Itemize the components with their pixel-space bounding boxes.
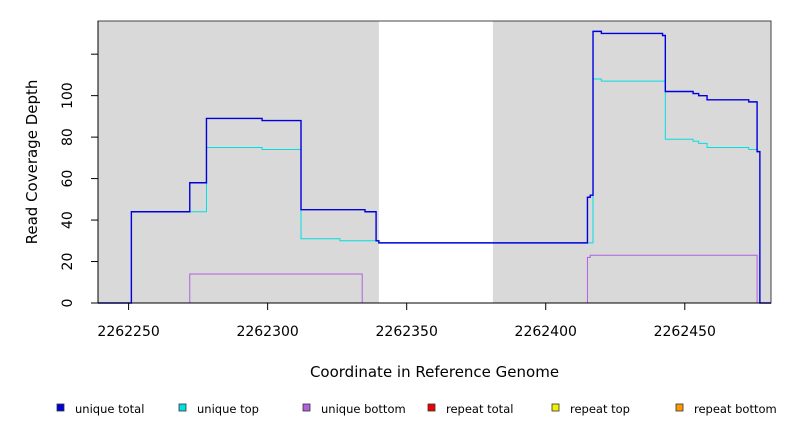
y-axis-title: Read Coverage Depth [23, 80, 41, 245]
y-tick-label: 60 [60, 170, 76, 188]
shaded-regions [98, 21, 771, 303]
series-unique-bottom [98, 254, 771, 304]
legend-label-unique-top: unique top [197, 402, 259, 416]
legend-label-repeat-total: repeat total [446, 402, 513, 416]
y-tick-label: 80 [60, 128, 76, 146]
shaded-region-1 [492, 21, 771, 303]
legend-label-unique-bottom: unique bottom [321, 402, 406, 416]
y-tick-label: 100 [60, 82, 76, 109]
y-tick-label: 20 [60, 253, 76, 271]
shaded-region-0 [98, 21, 379, 303]
legend-swatch-repeat-bottom [675, 403, 684, 412]
x-tick-label: 2262350 [376, 324, 438, 340]
x-tick-label: 2262300 [236, 324, 298, 340]
legend-swatch-repeat-top [551, 403, 560, 412]
legend-label-repeat-top: repeat top [570, 402, 630, 416]
legend: unique total unique top unique bottom repea… [56, 402, 777, 416]
legend-swatch-unique-total [56, 403, 65, 412]
legend-label-repeat-bottom: repeat bottom [694, 402, 777, 416]
y-tick-label: 0 [60, 299, 76, 308]
x-axis-title: Coordinate in Reference Genome [310, 363, 559, 381]
axes: 2262250 2262300 2262350 2262400 2262450 0 20 40… [60, 21, 771, 340]
legend-swatch-repeat-total [427, 403, 436, 412]
x-tick-label: 2262400 [515, 324, 577, 340]
legend-label-unique-total: unique total [75, 402, 144, 416]
x-tick-label: 2262450 [654, 324, 716, 340]
legend-swatch-unique-top [178, 403, 187, 412]
legend-swatch-unique-bottom [302, 403, 311, 412]
x-tick-label: 2262250 [97, 324, 159, 340]
series-unique-total [98, 30, 771, 304]
y-tick-label: 40 [60, 211, 76, 229]
